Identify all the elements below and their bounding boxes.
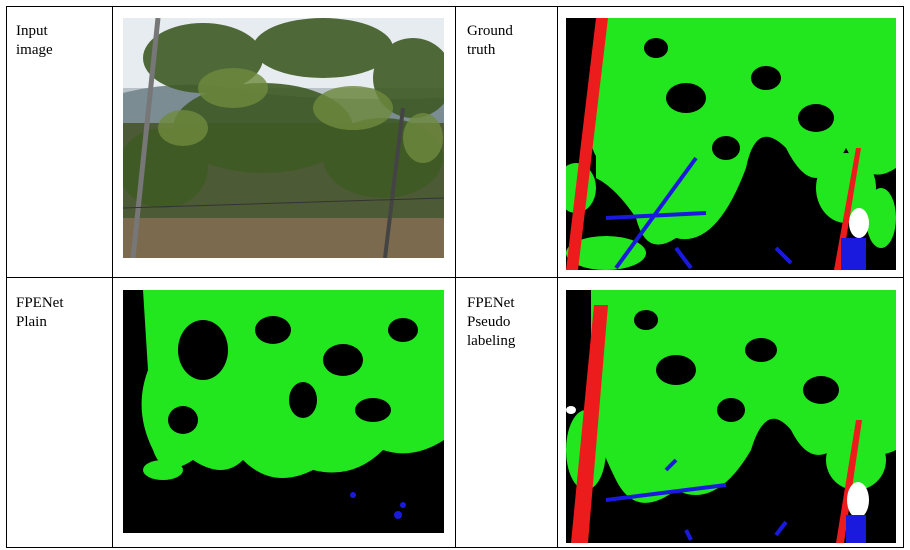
input-image [123,18,444,258]
cell-label: Ground truth [467,22,531,60]
plain-prediction-image [123,290,444,533]
divider [6,277,904,278]
cell-label: FPENet Plain [16,294,80,332]
cell-label: Input image [16,22,80,60]
pseudo-prediction-image [566,290,896,543]
page: Input image Ground truth FPENet Plain FP… [0,0,910,550]
cell-label: FPENet Pseudo labeling [467,294,531,351]
ground-truth-image [566,18,896,270]
